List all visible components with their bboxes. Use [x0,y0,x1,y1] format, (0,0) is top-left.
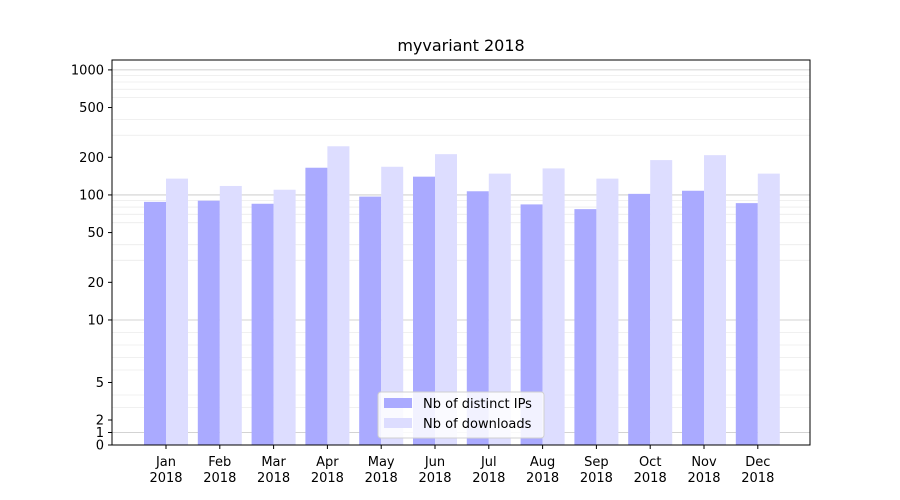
x-tick-label-year: 2018 [741,471,774,486]
y-tick-label: 1 [96,426,104,441]
y-tick-label: 200 [79,151,104,166]
bar-downloads [219,185,242,445]
x-tick-label-month: Sep [584,455,609,470]
x-tick-label-year: 2018 [526,471,559,486]
bar-downloads [166,178,188,446]
x-tick-label-year: 2018 [418,471,451,486]
y-axis: 012 5 10 20 50 100 200 500 1000 [71,63,112,454]
x-tick-label-month: May [368,455,395,470]
bar-downloads [757,173,780,446]
x-tick-label-month: Feb [208,455,231,470]
bar-downloads [381,166,404,445]
x-tick-label-month: Dec [745,455,770,470]
x-tick-label-year: 2018 [472,471,505,486]
legend-box [377,391,545,439]
x-tick-label-month: Nov [691,455,717,470]
bars [144,146,780,446]
x-tick-label-year: 2018 [257,471,290,486]
y-tick-label: 5 [96,376,104,391]
bar-distinct-ips [628,193,651,445]
bar-downloads [704,155,726,445]
x-tick-label-month: Aug [530,455,555,470]
legend-swatch [384,418,412,428]
bar-downloads [542,168,565,445]
bar-distinct-ips [735,203,758,445]
x-tick-label-month: Oct [639,455,661,470]
y-tick-label: 1000 [71,63,104,78]
x-tick-label-month: Mar [261,455,286,470]
x-tick-label-year: 2018 [203,471,236,486]
bar-downloads [273,189,296,445]
y-tick-label: 2 [96,413,104,428]
y-tick-label: 50 [87,226,104,241]
bar-downloads [435,154,457,446]
x-tick-label-year: 2018 [365,471,398,486]
y-tick-label: 500 [79,101,104,116]
legend-swatch [384,398,412,408]
x-tick-label-year: 2018 [149,471,182,486]
legend-label: Nb of downloads [423,417,532,432]
bar-downloads [650,160,673,445]
x-tick-label-year: 2018 [634,471,667,486]
bar-distinct-ips [413,176,435,445]
legend: Nb of distinct IPs Nb of downloads [377,391,545,439]
chart-title: myvariant 2018 [397,36,524,55]
bar-downloads [327,146,350,445]
bar-downloads [488,173,511,446]
bar-distinct-ips [251,203,274,445]
bar-distinct-ips [305,167,328,446]
bar-distinct-ips [359,196,382,445]
legend-label: Nb of distinct IPs [423,397,532,412]
bar-distinct-ips [144,201,166,445]
bar-distinct-ips [197,200,220,445]
x-tick-label-month: Jun [424,455,445,470]
x-axis: Jan2018Feb2018Mar2018Apr2018May2018Jun20… [149,445,774,486]
y-tick-label: 10 [87,313,104,328]
bar-distinct-ips [466,191,489,445]
y-tick-label: 100 [79,188,104,203]
y-tick-label: 20 [87,276,104,291]
x-tick-label-month: Apr [316,455,339,470]
x-tick-label-year: 2018 [311,471,344,486]
x-tick-label-year: 2018 [580,471,613,486]
x-tick-label-month: Jan [155,455,176,470]
bar-downloads [596,178,619,446]
bar-distinct-ips [520,204,543,445]
bar-distinct-ips [574,209,597,445]
plot-frame [111,59,811,446]
x-tick-label-year: 2018 [687,471,720,486]
bar-distinct-ips [682,190,704,445]
y-tick-label: 0 [96,439,104,454]
x-tick-label-month: Jul [480,455,497,470]
